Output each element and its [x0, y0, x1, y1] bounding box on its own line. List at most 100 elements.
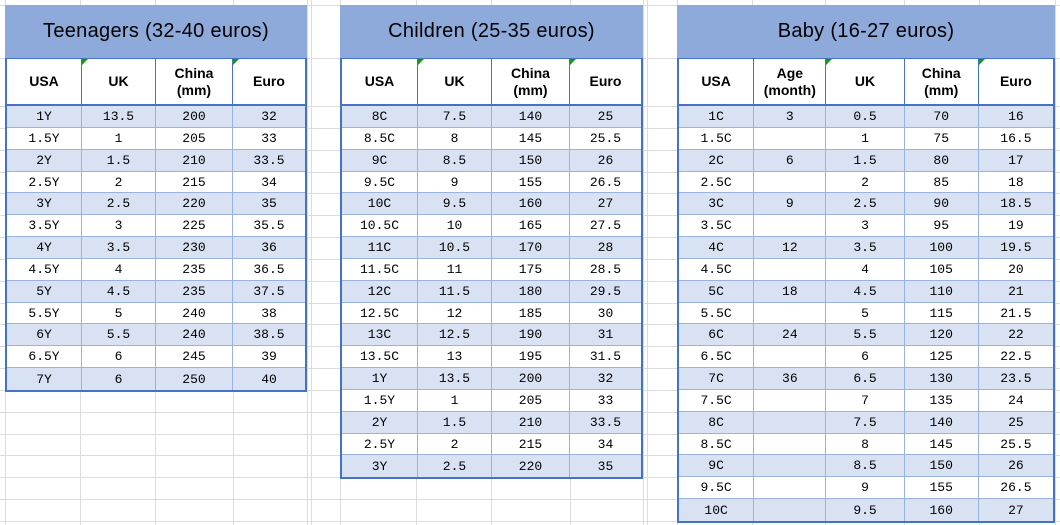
table-cell[interactable]: 6.5 [825, 368, 904, 390]
table-cell[interactable]: 5.5 [825, 324, 904, 346]
table-cell[interactable]: 180 [491, 281, 569, 303]
table-cell[interactable]: 75 [903, 128, 978, 150]
table-cell[interactable]: 1 [416, 390, 491, 412]
table-cell[interactable]: 110 [903, 281, 978, 303]
table-cell[interactable]: 12.5 [416, 324, 491, 346]
table-cell[interactable]: 3.5 [825, 237, 904, 259]
table-cell[interactable] [753, 128, 826, 150]
table-cell[interactable]: 7.5 [825, 412, 904, 434]
table-cell[interactable]: 8.5 [825, 455, 904, 477]
table-cell[interactable]: 100 [903, 237, 978, 259]
table-cell[interactable]: 33.5 [568, 412, 641, 434]
table-cell[interactable]: 4.5Y [7, 259, 81, 281]
table-cell[interactable]: 8.5C [342, 128, 417, 150]
table-cell[interactable]: 5C [679, 281, 754, 303]
table-cell[interactable]: 36 [231, 237, 305, 259]
table-cell[interactable]: 11.5C [342, 259, 417, 281]
table-cell[interactable]: 13.5 [81, 106, 156, 128]
table-cell[interactable]: 8.5C [679, 434, 754, 455]
table-cell[interactable]: 1.5 [416, 412, 491, 434]
table-cell[interactable]: 185 [491, 303, 569, 324]
table-cell[interactable]: 80 [903, 150, 978, 172]
table-cell[interactable]: 3 [81, 215, 156, 237]
table-cell[interactable]: 11 [416, 259, 491, 281]
table-cell[interactable]: 210 [491, 412, 569, 434]
table-cell[interactable]: 39 [231, 346, 305, 368]
table-cell[interactable]: 9.5C [342, 172, 417, 193]
table-cell[interactable]: 200 [155, 106, 232, 128]
table-cell[interactable]: 34 [231, 172, 305, 193]
table-cell[interactable]: 25 [977, 412, 1054, 434]
table-cell[interactable]: 28 [568, 237, 641, 259]
table-cell[interactable]: 4 [81, 259, 156, 281]
table-cell[interactable]: 26.5 [568, 172, 641, 193]
table-cell[interactable]: 2Y [342, 412, 417, 434]
table-cell[interactable] [753, 303, 826, 324]
table-cell[interactable]: 2.5 [416, 455, 491, 477]
table-cell[interactable]: 3.5C [679, 215, 754, 237]
column-header-euro[interactable]: Euro [231, 59, 305, 106]
table-cell[interactable]: 235 [155, 281, 232, 303]
table-cell[interactable]: 195 [491, 346, 569, 368]
table-cell[interactable]: 140 [903, 412, 978, 434]
table-cell[interactable]: 3C [679, 193, 754, 215]
table-cell[interactable]: 2 [825, 172, 904, 193]
table-cell[interactable]: 4C [679, 237, 754, 259]
table-cell[interactable]: 9C [679, 455, 754, 477]
table-cell[interactable]: 18.5 [977, 193, 1054, 215]
table-cell[interactable]: 9 [753, 193, 826, 215]
table-cell[interactable]: 9 [825, 477, 904, 499]
table-cell[interactable]: 30 [568, 303, 641, 324]
table-cell[interactable]: 27.5 [568, 215, 641, 237]
table-cell[interactable]: 120 [903, 324, 978, 346]
table-cell[interactable]: 28.5 [568, 259, 641, 281]
table-cell[interactable] [753, 346, 826, 368]
table-cell[interactable]: 24 [753, 324, 826, 346]
table-cell[interactable]: 21 [977, 281, 1054, 303]
table-cell[interactable]: 5.5C [679, 303, 754, 324]
table-cell[interactable]: 10C [342, 193, 417, 215]
table-cell[interactable]: 11.5 [416, 281, 491, 303]
table-cell[interactable]: 200 [491, 368, 569, 390]
table-cell[interactable]: 33 [568, 390, 641, 412]
table-cell[interactable]: 6 [81, 368, 155, 390]
column-header-uk[interactable]: UK [81, 59, 156, 106]
table-cell[interactable]: 8C [679, 412, 754, 434]
table-cell[interactable]: 1.5Y [342, 390, 417, 412]
table-cell[interactable]: 155 [491, 172, 569, 193]
table-cell[interactable]: 24 [977, 390, 1054, 412]
table-cell[interactable]: 130 [903, 368, 978, 390]
column-header-euro[interactable]: Euro [977, 59, 1054, 106]
table-cell[interactable]: 35.5 [231, 215, 305, 237]
table-cell[interactable]: 85 [903, 172, 978, 193]
table-cell[interactable]: 150 [491, 150, 569, 172]
table-cell[interactable]: 4.5 [825, 281, 904, 303]
table-cell[interactable]: 3 [825, 215, 904, 237]
table-cell[interactable]: 135 [903, 390, 978, 412]
table-cell[interactable] [753, 434, 826, 455]
table-cell[interactable]: 6Y [7, 324, 81, 346]
table-cell[interactable]: 21.5 [977, 303, 1054, 324]
table-cell[interactable]: 18 [977, 172, 1054, 193]
table-cell[interactable]: 140 [491, 106, 569, 128]
table-cell[interactable]: 2Y [7, 150, 81, 172]
table-cell[interactable]: 1.5C [679, 128, 754, 150]
table-title-baby[interactable]: Baby (16-27 euros) [677, 5, 1055, 58]
table-cell[interactable]: 1Y [7, 106, 81, 128]
table-cell[interactable] [753, 477, 826, 499]
table-cell[interactable]: 32 [231, 106, 305, 128]
table-cell[interactable]: 5.5Y [7, 303, 81, 324]
table-cell[interactable]: 215 [491, 434, 569, 455]
table-cell[interactable]: 27 [977, 499, 1053, 521]
table-cell[interactable]: 210 [155, 150, 232, 172]
table-cell[interactable]: 225 [155, 215, 232, 237]
table-cell[interactable]: 6.5Y [7, 346, 81, 368]
table-cell[interactable]: 6 [753, 150, 826, 172]
table-cell[interactable] [753, 412, 826, 434]
table-cell[interactable]: 27 [568, 193, 641, 215]
table-cell[interactable]: 33 [231, 128, 305, 150]
table-cell[interactable]: 19.5 [977, 237, 1054, 259]
table-cell[interactable]: 8.5 [416, 150, 491, 172]
table-cell[interactable]: 0.5 [825, 106, 904, 128]
table-cell[interactable]: 190 [491, 324, 569, 346]
